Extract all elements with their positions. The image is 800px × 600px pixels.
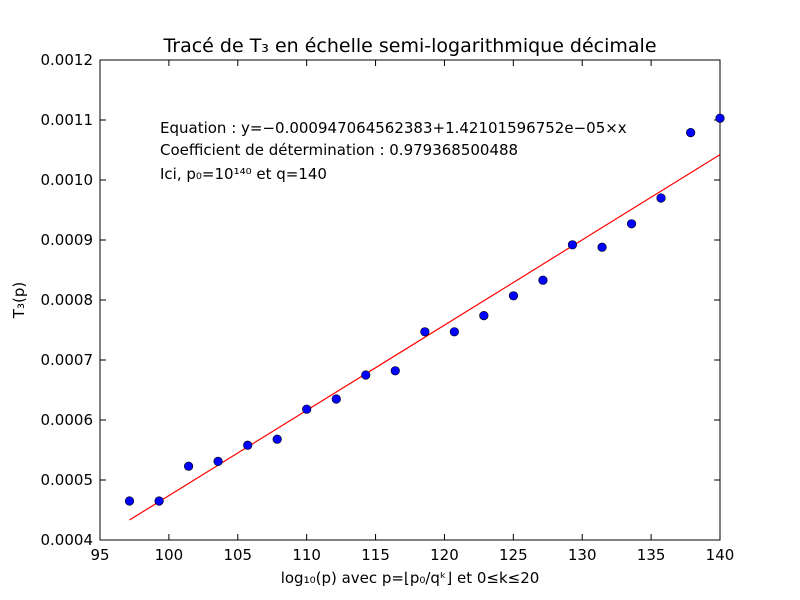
x-tick-label: 140 (706, 546, 735, 564)
y-tick-label: 0.0008 (41, 291, 94, 309)
data-point (686, 128, 696, 138)
data-point (715, 113, 725, 123)
y-tick-label: 0.0011 (41, 111, 94, 129)
y-tick-label: 0.0007 (41, 351, 94, 369)
data-point (331, 394, 341, 404)
data-point (449, 327, 459, 337)
data-point (154, 496, 164, 506)
data-point (183, 461, 194, 471)
data-point (302, 404, 312, 414)
x-tick-label: 105 (223, 546, 252, 564)
fit-line-layer (129, 154, 721, 521)
annotation-r2: Coefficient de détermination : 0.9793685… (160, 141, 518, 159)
y-tick-label: 0.0005 (41, 471, 94, 489)
y-tick-label: 0.0006 (41, 411, 94, 429)
data-point (508, 291, 519, 301)
axis-ticks: 95 100 105 110 115 120 125 130 135 140 0.0004 0.000… (41, 51, 735, 564)
fit-line (129, 154, 721, 521)
data-point (124, 496, 135, 506)
y-tick-label: 0.0010 (41, 171, 94, 189)
x-tick-label: 95 (90, 546, 109, 564)
y-axis-label: T₃(p) (10, 282, 28, 319)
x-tick-label: 100 (155, 546, 184, 564)
data-point (538, 275, 548, 285)
annotation-params: Ici, p₀=10¹⁴⁰ et q=140 (160, 165, 327, 183)
x-axis-label: log₁₀(p) avec p=⌊p₀/qᵏ⌋ et 0≤k≤20 (281, 569, 540, 587)
x-tick-label: 110 (292, 546, 321, 564)
y-tick-label: 0.0004 (41, 531, 94, 549)
data-point (213, 456, 223, 467)
data-point (272, 434, 282, 444)
data-points-layer (124, 113, 725, 506)
annotation-equation: Equation : y=−0.000947064562383+1.421015… (160, 119, 627, 137)
y-tick-label: 0.0012 (41, 51, 94, 69)
x-tick-label: 120 (430, 546, 459, 564)
data-point (361, 370, 371, 380)
x-tick-label: 130 (568, 546, 597, 564)
data-point (479, 311, 489, 321)
data-point (390, 366, 400, 376)
x-tick-label: 135 (637, 546, 666, 564)
data-point (597, 242, 607, 252)
data-point (243, 440, 253, 450)
y-tick-label: 0.0009 (41, 231, 94, 249)
data-point (656, 193, 666, 203)
data-point (567, 240, 578, 250)
plot-area (99, 59, 721, 541)
data-point (420, 327, 430, 337)
x-tick-label: 125 (499, 546, 528, 564)
data-point (626, 219, 637, 229)
chart-title: Tracé de T₃ en échelle semi-logarithmiqu… (162, 35, 656, 57)
x-tick-label: 115 (361, 546, 390, 564)
